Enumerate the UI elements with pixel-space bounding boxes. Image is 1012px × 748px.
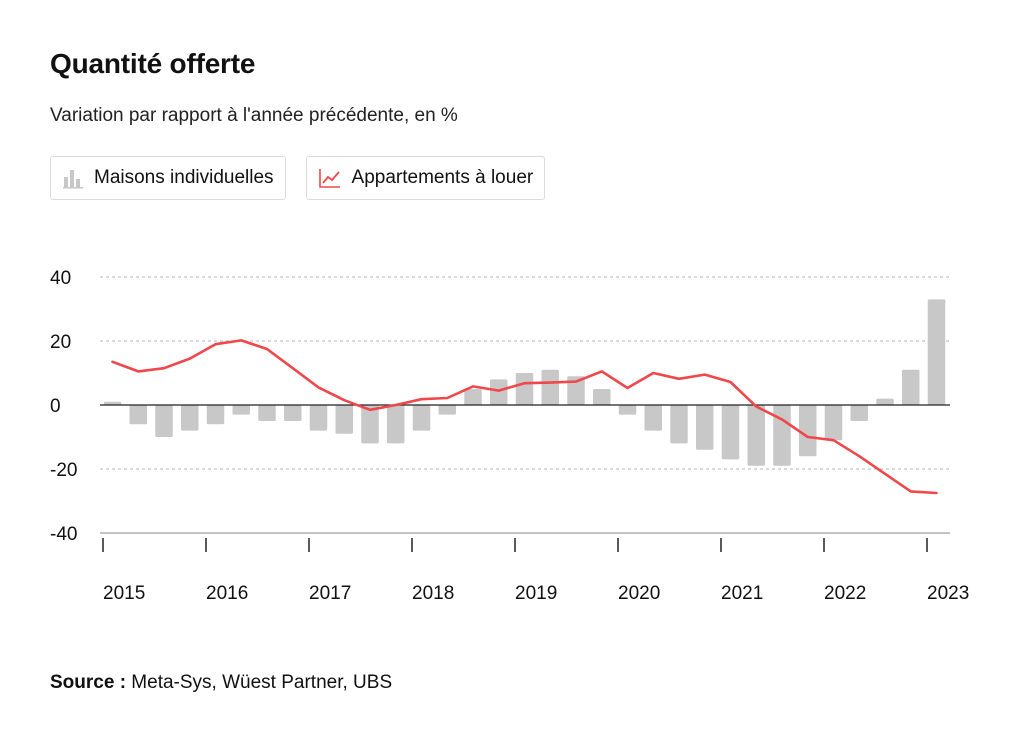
bar (309, 405, 328, 431)
x-tick-label: 2016 (206, 583, 248, 604)
legend-toggle-maisons[interactable]: Maisons individuelles (50, 156, 286, 200)
bar (258, 405, 276, 421)
line-series-appartements (111, 339, 938, 495)
x-tick-label: 2020 (618, 583, 660, 604)
line-chart-icon (318, 169, 340, 188)
bar (438, 405, 456, 415)
bar (721, 405, 740, 460)
x-tick-label: 2022 (824, 583, 866, 604)
bar (927, 299, 946, 405)
bar (232, 405, 250, 415)
bar (850, 405, 868, 421)
x-tick-label: 2019 (515, 583, 557, 604)
bar (155, 405, 173, 437)
bar (644, 405, 662, 431)
bar (799, 405, 817, 457)
bar (593, 389, 611, 405)
x-tick-label: 2015 (103, 583, 145, 604)
x-tick-label: 2021 (721, 583, 763, 604)
y-tick-label: 20 (50, 332, 71, 353)
line-appartements (111, 339, 938, 495)
chart: 40 20 0 -20 -40 2015 2016 2017 2018 2019 2020 2021 2… (50, 268, 969, 604)
x-tick-label: 2023 (927, 583, 969, 604)
y-tick-label: -20 (50, 460, 77, 481)
bar (541, 369, 559, 405)
bar (670, 405, 688, 444)
bar (824, 405, 843, 441)
chart-subtitle: Variation par rapport à l'année précéden… (50, 105, 458, 126)
bar (361, 405, 379, 444)
bar (902, 369, 920, 405)
chart-title: Quantité offerte (50, 48, 256, 79)
bar (747, 405, 765, 466)
bar-series-maisons (103, 299, 946, 466)
bar (515, 373, 534, 405)
bar (103, 401, 122, 405)
bar (181, 405, 199, 431)
legend-toggle-appartements[interactable]: Appartements à louer (305, 156, 546, 200)
bar (335, 405, 353, 434)
legend-label-appartements: Appartements à louer (351, 167, 534, 188)
x-tick-label: 2018 (412, 583, 454, 604)
tick-labels: 40 20 0 -20 -40 2015 2016 2017 2018 2019 2020 2021 2… (50, 268, 969, 604)
source-note: Source : Meta-Sys, Wüest Partner, UBS (50, 672, 392, 694)
source-text: Meta-Sys, Wüest Partner, UBS (126, 672, 393, 693)
bar (773, 405, 791, 466)
y-tick-label: 40 (50, 268, 71, 289)
legend-label-maisons: Maisons individuelles (94, 167, 274, 188)
bar (696, 405, 714, 450)
bar (490, 379, 508, 405)
bar (618, 405, 637, 415)
bar (876, 398, 894, 405)
bar (412, 405, 431, 431)
y-tick-label: 0 (50, 396, 61, 417)
gridlines (100, 276, 950, 470)
bar (567, 376, 585, 405)
bar (129, 405, 147, 425)
axes (100, 404, 950, 552)
bar (284, 405, 302, 421)
bar (387, 405, 405, 444)
legend: Maisons individuelles Appartements à lou… (50, 156, 546, 200)
bar (206, 405, 225, 425)
y-tick-label: -40 (50, 524, 77, 545)
source-label: Source : (50, 672, 127, 693)
bar (464, 389, 482, 405)
x-tick-label: 2017 (309, 583, 351, 604)
bar-chart-icon (63, 170, 83, 189)
